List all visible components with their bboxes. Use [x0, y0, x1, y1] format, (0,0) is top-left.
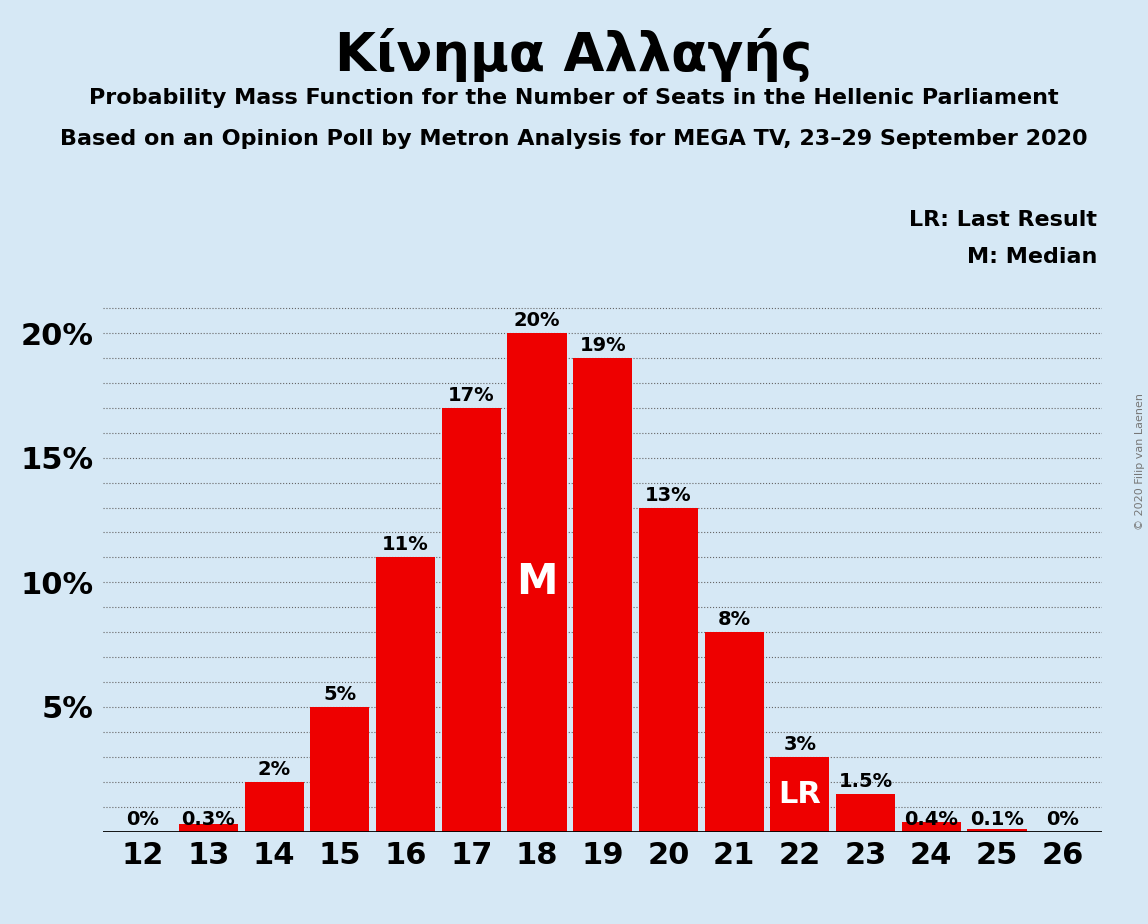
Text: M: M [517, 562, 558, 603]
Bar [245, 782, 304, 832]
Text: 20%: 20% [514, 311, 560, 330]
Text: 1.5%: 1.5% [838, 772, 893, 791]
Text: 0.1%: 0.1% [970, 809, 1024, 829]
Bar [770, 757, 829, 832]
Text: 3%: 3% [783, 735, 816, 754]
Bar [836, 795, 895, 832]
Text: 17%: 17% [448, 386, 495, 405]
Text: Probability Mass Function for the Number of Seats in the Hellenic Parliament: Probability Mass Function for the Number… [90, 88, 1058, 108]
Bar [442, 407, 501, 832]
Text: 0%: 0% [126, 809, 160, 829]
Bar [901, 821, 961, 832]
Bar [310, 707, 370, 832]
Text: Based on an Opinion Poll by Metron Analysis for MEGA TV, 23–29 September 2020: Based on an Opinion Poll by Metron Analy… [60, 129, 1088, 150]
Text: 13%: 13% [645, 486, 692, 505]
Text: 5%: 5% [324, 685, 356, 704]
Text: 11%: 11% [382, 535, 429, 554]
Text: 8%: 8% [718, 610, 751, 629]
Text: LR: LR [778, 780, 821, 808]
Text: M: Median: M: Median [967, 248, 1097, 267]
Bar [638, 507, 698, 832]
Bar [968, 829, 1026, 832]
Text: © 2020 Filip van Laenen: © 2020 Filip van Laenen [1135, 394, 1145, 530]
Bar [377, 557, 435, 832]
Text: Κίνημα Αλλαγής: Κίνημα Αλλαγής [335, 28, 813, 81]
Text: 0.3%: 0.3% [181, 809, 235, 829]
Bar [573, 358, 633, 832]
Text: 19%: 19% [580, 336, 626, 355]
Bar [705, 632, 763, 832]
Bar [507, 333, 567, 832]
Text: LR: Last Result: LR: Last Result [909, 210, 1097, 230]
Text: 0.4%: 0.4% [905, 809, 959, 829]
Text: 0%: 0% [1046, 809, 1079, 829]
Text: 2%: 2% [257, 760, 290, 779]
Bar [179, 824, 238, 832]
